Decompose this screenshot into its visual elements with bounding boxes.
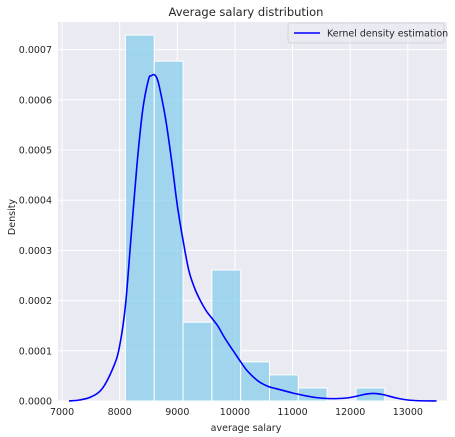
x-tick-labels: 7000 8000 9000 10000 11000 12000 13000 (50, 407, 423, 418)
x-tick-label: 13000 (393, 407, 423, 418)
histogram-bar (153, 60, 184, 402)
histogram-bar (182, 321, 213, 402)
y-tick-label: 0.0006 (19, 95, 52, 106)
y-tick-labels: 0.0000 0.0001 0.0002 0.0003 0.0004 0.0005 0.00… (19, 45, 52, 407)
y-tick-label: 0.0005 (19, 146, 52, 157)
histogram-bars (124, 34, 386, 402)
y-tick-label: 0.0001 (19, 346, 52, 357)
x-tick-label: 11000 (277, 407, 307, 418)
y-tick-label: 0.0007 (19, 45, 52, 56)
grid-lines (58, 22, 447, 402)
legend: Kernel density estimation (287, 22, 448, 44)
plot-area (58, 22, 447, 401)
y-axis-title: Density (7, 199, 18, 235)
histogram-bar (211, 269, 242, 402)
y-tick-label: 0.0000 (19, 397, 52, 408)
x-tick-label: 12000 (335, 407, 365, 418)
y-tick-label: 0.0004 (19, 196, 52, 207)
x-tick-label: 8000 (108, 407, 132, 418)
kde-line (68, 73, 437, 402)
y-tick-label: 0.0003 (19, 246, 52, 257)
legend-box (287, 22, 445, 44)
x-tick-label: 9000 (165, 407, 189, 418)
x-axis-title: average salary (211, 423, 282, 434)
chart-title: Average salary distribution (169, 5, 324, 19)
histogram-bar (124, 34, 155, 402)
x-tick-label: 7000 (50, 407, 74, 418)
y-tick-label: 0.0002 (19, 296, 52, 307)
legend-label: Kernel density estimation (327, 29, 448, 40)
x-tick-label: 10000 (220, 407, 250, 418)
